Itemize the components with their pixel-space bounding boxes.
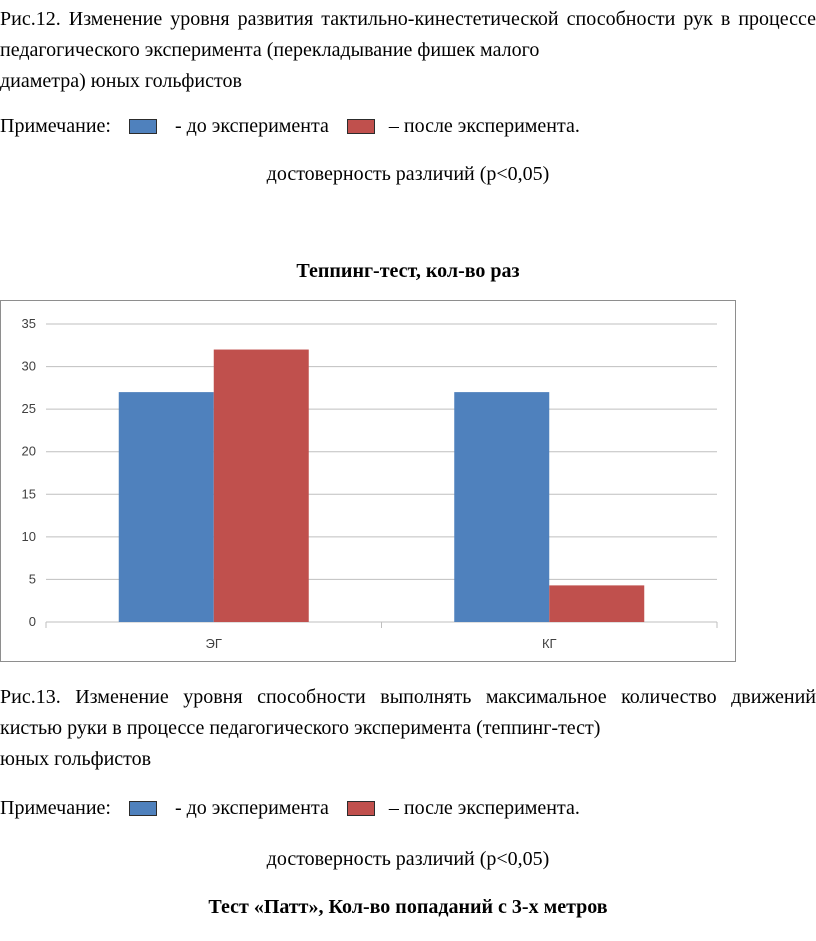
fig13-caption-line2: движений кистью руки в процессе педагоги… xyxy=(0,686,816,739)
significance-note-2: достоверность различий (р<0,05) xyxy=(266,848,550,870)
x-tick-label: ЭГ xyxy=(206,636,222,651)
fig13-caption: Рис.13. Изменение уровня способности вып… xyxy=(0,682,816,806)
chart-svg: 0 5 10 15 20 25 30 35 ЭГ КГ xyxy=(22,316,718,651)
fig13-caption-line3: юных гольфистов xyxy=(0,748,152,770)
note-label-2: Примечание: xyxy=(0,797,111,819)
bar xyxy=(118,392,214,622)
legend-note-1: Примечание: - до эксперимента – после эк… xyxy=(0,112,580,140)
bar xyxy=(213,349,309,622)
y-tick-label: 30 xyxy=(22,359,36,374)
after-swatch-2 xyxy=(346,800,375,816)
before-label-2: - до эксперимента xyxy=(174,797,329,819)
y-tick-label: 15 xyxy=(22,486,36,501)
before-swatch-2 xyxy=(128,800,157,816)
note-label: Примечание: xyxy=(0,115,111,137)
bar xyxy=(454,392,550,622)
after-swatch xyxy=(346,118,375,134)
after-label-2: – после эксперимента. xyxy=(388,797,580,819)
after-label: – после эксперимента. xyxy=(388,115,580,137)
significance-note-1: достоверность различий (р<0,05) xyxy=(266,163,550,185)
y-tick-label: 5 xyxy=(29,571,36,586)
y-tick-label: 25 xyxy=(22,401,36,416)
y-tick-label: 10 xyxy=(22,529,36,544)
before-swatch xyxy=(128,118,157,134)
fig12-caption-line3: диаметра) юных гольфистов xyxy=(0,70,242,92)
y-tick-label: 20 xyxy=(22,444,36,459)
chart-title: Теппинг-тест, кол-во раз xyxy=(296,260,520,282)
next-chart-title: Тест «Патт», Кол-во попаданий с 3-х метр… xyxy=(208,896,608,918)
fig12-caption-line2: в процессе педагогического эксперимента … xyxy=(0,8,816,61)
fig12-caption: Рис.12. Изменение уровня развития тактил… xyxy=(0,4,816,128)
x-tick-label: КГ xyxy=(542,636,557,651)
legend-note-2: Примечание: - до эксперимента – после эк… xyxy=(0,794,580,822)
y-tick-label: 0 xyxy=(29,614,36,629)
tapping-test-chart: 0 5 10 15 20 25 30 35 ЭГ КГ xyxy=(0,300,736,662)
bar xyxy=(549,585,645,622)
fig13-caption-line1: Рис.13. Изменение уровня способности вып… xyxy=(0,686,717,708)
y-tick-label: 35 xyxy=(22,316,36,331)
fig12-caption-line1: Рис.12. Изменение уровня развития тактил… xyxy=(0,8,713,30)
before-label: - до эксперимента xyxy=(174,115,329,137)
